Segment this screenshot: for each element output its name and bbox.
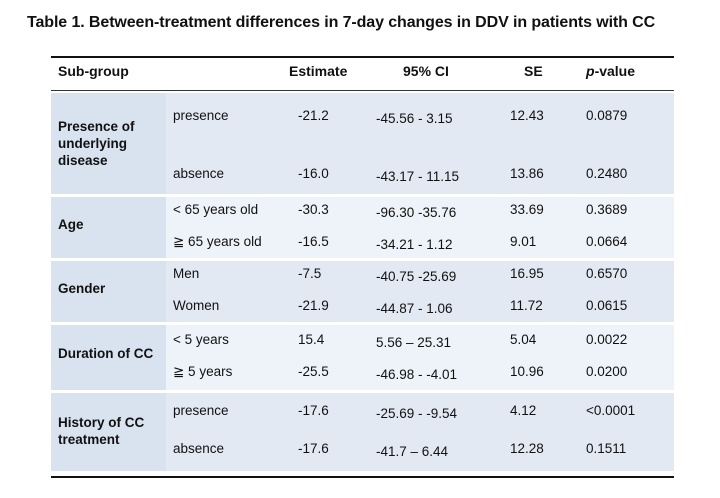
cell-se: 11.72 bbox=[510, 298, 543, 313]
header-estimate: Estimate bbox=[289, 63, 348, 79]
bottom-rule bbox=[51, 476, 674, 478]
cell-se: 4.12 bbox=[510, 403, 537, 418]
cell-estimate: -21.2 bbox=[298, 108, 329, 123]
cell-ci: -41.7 – 6.44 bbox=[376, 444, 449, 459]
group-label: History of CC treatment bbox=[58, 414, 144, 448]
group-label: Gender bbox=[58, 280, 105, 297]
cell-p: 0.0664 bbox=[586, 234, 628, 249]
cell-se: 16.95 bbox=[510, 266, 544, 281]
cell-p: 0.6570 bbox=[586, 266, 628, 281]
cell-level: ≧ 5 years bbox=[173, 364, 233, 379]
group-label-line: Gender bbox=[58, 281, 106, 296]
cell-estimate: -30.3 bbox=[298, 202, 329, 217]
group-label-cell bbox=[51, 93, 166, 194]
cell-level: absence bbox=[173, 441, 225, 456]
cell-p: 0.1511 bbox=[586, 441, 627, 456]
cell-ci: -44.87 - 1.06 bbox=[376, 301, 453, 316]
cell-estimate: -16.5 bbox=[298, 234, 329, 249]
group-label-cell bbox=[51, 197, 166, 258]
cell-estimate: -17.6 bbox=[298, 403, 329, 418]
cell-ci: -43.17 - 11.15 bbox=[376, 169, 460, 184]
cell-se: 12.28 bbox=[510, 441, 544, 456]
header-se: SE bbox=[524, 63, 543, 79]
cell-se: 9.01 bbox=[510, 234, 537, 249]
cell-level: Men bbox=[173, 266, 200, 281]
cell-se: 12.43 bbox=[510, 108, 544, 123]
group-label: Duration of CC bbox=[58, 345, 153, 362]
header-subgroup: Sub-group bbox=[58, 63, 129, 79]
header-ci: 95% CI bbox=[403, 63, 449, 79]
cell-p: 0.0200 bbox=[586, 364, 628, 379]
cell-estimate: -16.0 bbox=[298, 166, 329, 181]
cell-p: 0.0615 bbox=[586, 298, 628, 313]
header-p-value: p-value bbox=[586, 63, 635, 79]
cell-p: 0.3689 bbox=[586, 202, 628, 217]
cell-level: < 5 years bbox=[173, 332, 229, 347]
cell-p: 0.0022 bbox=[586, 332, 628, 347]
cell-level: ≧ 65 years old bbox=[173, 234, 262, 249]
cell-ci: -25.69 - -9.54 bbox=[376, 406, 458, 421]
cell-ci: -40.75 -25.69 bbox=[376, 269, 457, 284]
cell-estimate: 15.4 bbox=[298, 332, 325, 347]
cell-p: <0.0001 bbox=[586, 403, 636, 418]
group-label-line: Presence of bbox=[58, 119, 135, 134]
group-label-line: disease bbox=[58, 153, 108, 168]
group-label-line: History of CC bbox=[58, 415, 145, 430]
cell-estimate: -17.6 bbox=[298, 441, 329, 456]
cell-level: < 65 years old bbox=[173, 202, 259, 217]
cell-level: presence bbox=[173, 108, 229, 123]
group-label-line: Duration of CC bbox=[58, 346, 154, 361]
cell-p: 0.0879 bbox=[586, 108, 628, 123]
group-label-line: treatment bbox=[58, 432, 120, 447]
cell-ci: -34.21 - 1.12 bbox=[376, 237, 453, 252]
cell-level: Women bbox=[173, 298, 220, 313]
group-label: Presence of underlying disease bbox=[58, 118, 135, 169]
group-label-cell bbox=[51, 261, 166, 322]
cell-se: 33.69 bbox=[510, 202, 544, 217]
cell-ci: -96.30 -35.76 bbox=[376, 205, 457, 220]
header-p-rest: -value bbox=[594, 63, 636, 79]
cell-se: 13.86 bbox=[510, 166, 544, 181]
cell-ci: 5.56 – 25.31 bbox=[376, 335, 452, 350]
cell-ci: -45.56 - 3.15 bbox=[376, 111, 453, 126]
header-rule bbox=[51, 90, 674, 91]
header-p-italic: p bbox=[586, 63, 595, 79]
cell-estimate: -7.5 bbox=[298, 266, 322, 281]
cell-estimate: -25.5 bbox=[298, 364, 329, 379]
group-label-cell bbox=[51, 393, 166, 471]
cell-p: 0.2480 bbox=[586, 166, 628, 181]
group-label-line: Age bbox=[58, 217, 84, 232]
cell-estimate: -21.9 bbox=[298, 298, 329, 313]
cell-level: presence bbox=[173, 403, 229, 418]
cell-ci: -46.98 - -4.01 bbox=[376, 367, 458, 382]
group-label-cell bbox=[51, 325, 166, 390]
cell-se: 5.04 bbox=[510, 332, 537, 347]
group-label-line: underlying bbox=[58, 136, 128, 151]
table-title: Table 1. Between-treatment differences i… bbox=[27, 14, 656, 31]
cell-level: absence bbox=[173, 166, 225, 181]
group-label: Age bbox=[58, 216, 84, 233]
top-rule bbox=[51, 56, 674, 58]
cell-se: 10.96 bbox=[510, 364, 544, 379]
